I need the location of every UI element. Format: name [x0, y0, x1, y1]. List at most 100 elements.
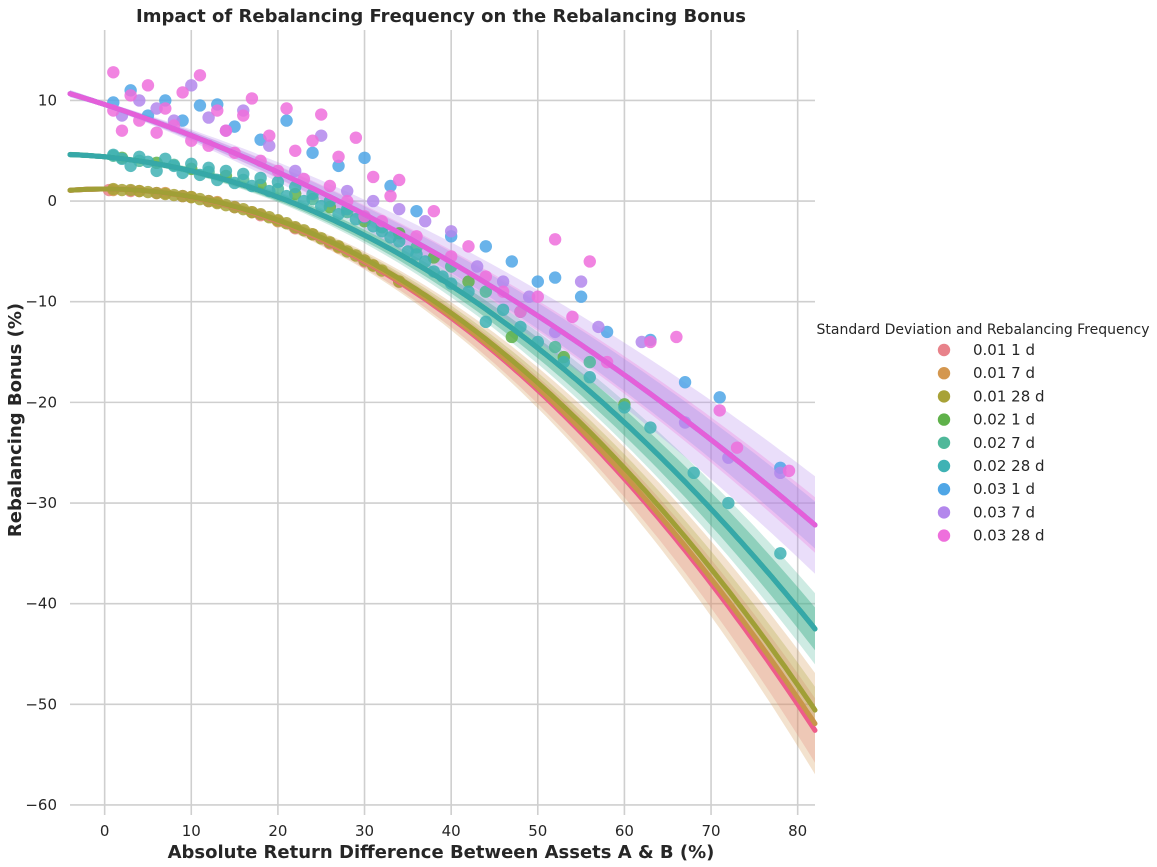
legend-label: 0.01 28 d [973, 387, 1045, 405]
data-point [176, 86, 189, 99]
data-point [618, 401, 631, 414]
data-point [427, 204, 441, 218]
data-point [566, 310, 579, 324]
data-point [479, 240, 493, 253]
data-point [462, 240, 475, 253]
data-point [332, 150, 345, 164]
data-point [107, 66, 120, 79]
data-point [306, 134, 319, 147]
data-point [722, 496, 735, 510]
data-point [479, 315, 493, 329]
data-point [410, 204, 423, 218]
data-point [193, 99, 207, 112]
data-point [306, 146, 319, 159]
x-tick-label: 30 [355, 822, 374, 840]
data-point [548, 340, 562, 354]
legend-marker [937, 390, 951, 403]
x-tick-label: 40 [442, 822, 461, 840]
fit-line [67, 91, 818, 528]
data-point [245, 92, 259, 105]
data-point [644, 335, 657, 349]
legend-label: 0.03 7 d [973, 503, 1035, 521]
data-point [479, 285, 493, 298]
data-point [713, 404, 726, 417]
data-point [505, 255, 519, 268]
data-point [782, 464, 796, 478]
legend-label: 0.01 1 d [973, 341, 1035, 359]
data-point [150, 102, 163, 115]
y-tick-labels: 10 0 −10 −20 −30 −40 −50 −60 [25, 91, 57, 813]
data-point [271, 175, 285, 189]
data-point [583, 255, 596, 268]
legend-label: 0.02 7 d [973, 434, 1035, 452]
data-point [358, 151, 371, 165]
data-point [219, 124, 233, 137]
legend: Standard Deviation and Rebalancing Frequ… [817, 322, 1150, 545]
data-point [193, 69, 207, 82]
fit-line [67, 186, 818, 713]
data-point [392, 173, 406, 187]
data-point [280, 114, 293, 127]
data-point [531, 275, 544, 288]
data-point [124, 159, 137, 173]
data-point [418, 215, 432, 228]
x-tick-label: 80 [788, 822, 807, 840]
data-point [341, 184, 354, 198]
data-point [635, 335, 648, 349]
data-point [159, 102, 172, 115]
data-point [384, 179, 397, 193]
data-point [574, 290, 588, 303]
x-tick-labels: 0 10 20 30 40 50 60 70 80 [100, 822, 807, 840]
data-point [323, 179, 337, 193]
data-point [263, 139, 276, 152]
x-tick-label: 0 [100, 822, 110, 840]
legend-marker [937, 367, 951, 380]
data-point [392, 235, 406, 248]
data-point [687, 466, 700, 480]
legend-label: 0.03 28 d [973, 527, 1045, 545]
data-point [470, 260, 484, 273]
y-tick-label: 10 [38, 91, 57, 109]
data-point [644, 421, 657, 434]
grid [70, 30, 815, 815]
chart-title: Impact of Rebalancing Frequency on the R… [136, 6, 746, 27]
data-point [150, 126, 163, 139]
data-point [263, 129, 276, 142]
data-point [678, 376, 692, 389]
y-tick-label: −60 [25, 796, 57, 814]
data-point [237, 167, 250, 181]
legend-marker [937, 436, 951, 449]
x-tick-label: 20 [268, 822, 287, 840]
data-point [496, 303, 510, 316]
data-point [185, 79, 198, 92]
data-point [410, 248, 423, 261]
legend-items: 0.01 1 d 0.01 7 d 0.01 28 d 0.02 1 d 0.02 7 … [937, 341, 1045, 545]
legend-marker [937, 529, 951, 542]
legend-title: Standard Deviation and Rebalancing Frequ… [817, 322, 1150, 338]
data-point [574, 275, 588, 288]
data-point [531, 290, 544, 303]
y-tick-label: −10 [25, 293, 57, 311]
x-tick-label: 10 [182, 822, 201, 840]
data-point [219, 164, 233, 178]
data-point [366, 170, 380, 184]
y-axis-title: Rebalancing Bonus (%) [5, 303, 26, 537]
data-point [583, 371, 596, 384]
x-tick-label: 60 [615, 822, 634, 840]
data-point [548, 233, 562, 246]
data-point [185, 157, 198, 171]
legend-label: 0.02 28 d [973, 457, 1045, 475]
legend-marker [937, 506, 951, 519]
y-tick-label: −20 [25, 393, 57, 411]
data-point [202, 111, 215, 124]
data-point [713, 391, 726, 404]
data-point [202, 161, 215, 175]
data-point [496, 275, 510, 288]
data-point [349, 131, 363, 144]
fit-lines [67, 91, 818, 733]
data-point [462, 275, 475, 288]
data-point [289, 164, 302, 178]
data-point [774, 547, 787, 560]
legend-label: 0.01 7 d [973, 364, 1035, 382]
